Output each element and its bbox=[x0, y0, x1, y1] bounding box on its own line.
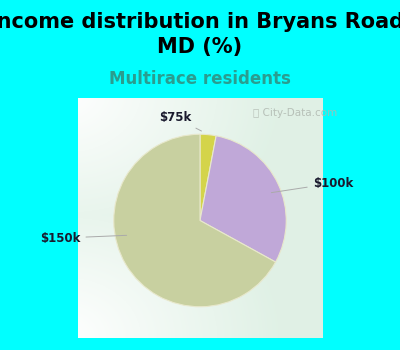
Text: Multirace residents: Multirace residents bbox=[109, 70, 291, 88]
Text: $75k: $75k bbox=[159, 111, 202, 131]
Wedge shape bbox=[200, 136, 286, 262]
Text: Income distribution in Bryans Road,
MD (%): Income distribution in Bryans Road, MD (… bbox=[0, 12, 400, 57]
Text: $150k: $150k bbox=[40, 232, 127, 245]
Text: ⓘ City-Data.com: ⓘ City-Data.com bbox=[253, 108, 337, 118]
Text: $100k: $100k bbox=[271, 177, 353, 192]
Wedge shape bbox=[200, 134, 216, 220]
Wedge shape bbox=[114, 134, 276, 307]
